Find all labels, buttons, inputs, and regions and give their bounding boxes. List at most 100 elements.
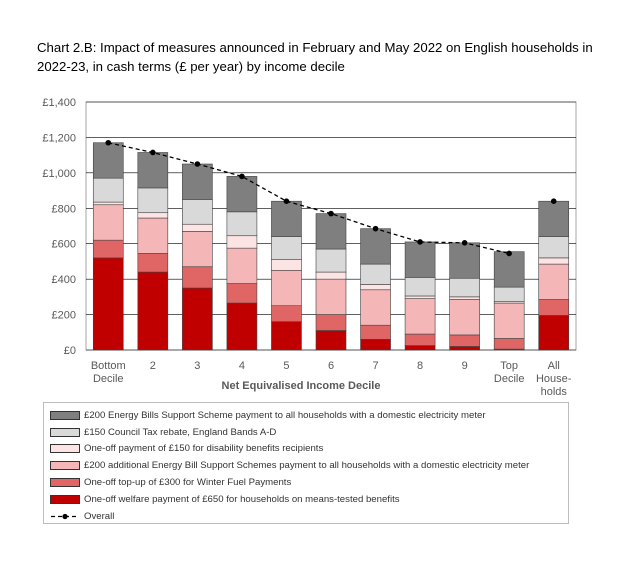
bar-segment: [360, 339, 391, 351]
legend-label: One-off welfare payment of £650 for hous…: [84, 493, 400, 505]
bar-segment: [449, 299, 480, 336]
x-tick-label: 4: [239, 360, 245, 372]
legend-swatch: [50, 444, 80, 454]
x-tick-label: 3: [194, 360, 200, 372]
bar-segment: [360, 263, 391, 285]
overall-point: [283, 198, 290, 204]
bar-segment: [449, 346, 480, 351]
bar-segment: [404, 333, 436, 346]
bar-segment: [226, 211, 258, 237]
legend-swatch: [50, 478, 80, 488]
legend-label: One-off payment of £150 for disability b…: [84, 443, 324, 455]
overall-point: [150, 149, 156, 156]
x-tick-label: holds: [541, 386, 568, 398]
x-tick-label: Decile: [494, 373, 525, 385]
bar-segment: [182, 223, 213, 232]
overall-point: [506, 250, 512, 257]
overall-point: [105, 139, 112, 146]
bar-segment: [404, 345, 436, 351]
y-tick-label: £200: [52, 310, 76, 322]
bar-segment: [92, 142, 124, 179]
bar-segment: [137, 212, 169, 219]
stacked-bar-chart: £0 £200 £400 £600 £800 £1,000 £1,200 £1,400 Bott…: [42, 97, 577, 398]
legend-label: £150 Council Tax rebate, England Bands A…: [84, 426, 277, 438]
bar-segment: [404, 277, 436, 297]
bar-segment: [493, 338, 525, 350]
overall-point: [328, 210, 334, 217]
bar-segment: [315, 330, 347, 351]
x-tick-label: House-: [536, 373, 572, 385]
bar-segment: [182, 163, 213, 200]
bar-segment: [315, 213, 347, 250]
bar-segment: [271, 321, 302, 351]
bar-segment: [92, 257, 124, 351]
overall-point: [194, 161, 201, 167]
bar-segment: [137, 187, 169, 214]
bar-segment: [404, 295, 436, 299]
x-tick-label: 9: [462, 360, 468, 372]
bar-segment: [449, 242, 480, 279]
overall-point: [417, 239, 423, 245]
legend-item: £150 Council Tax rebate, England Bands A…: [50, 424, 568, 441]
bar-segment: [92, 201, 124, 206]
bar-segment: [449, 277, 480, 298]
bar-segment: [538, 257, 570, 265]
bar-segment: [226, 247, 258, 284]
bar-segment: [538, 315, 570, 351]
legend-label: £200 Energy Bills Support Scheme payment…: [84, 409, 486, 421]
bar-segment: [137, 152, 169, 189]
x-tick-label: 7: [372, 360, 378, 372]
bar-segment: [182, 287, 213, 351]
legend-item: £200 Energy Bills Support Scheme payment…: [50, 407, 568, 424]
x-tick-label: 2: [150, 360, 156, 372]
x-tick-label: Top: [500, 360, 518, 372]
bar-segment: [182, 266, 213, 289]
bar-segment: [538, 263, 570, 300]
bar-segment: [92, 239, 124, 259]
legend-line-swatch: [50, 512, 80, 521]
bar-segment: [271, 200, 302, 237]
bar-segment: [92, 204, 124, 241]
bar-segment: [449, 334, 480, 347]
y-tick-label: £0: [64, 345, 76, 357]
legend-item: Overall: [50, 508, 568, 525]
legend-item: One-off welfare payment of £650 for hous…: [50, 491, 568, 508]
bar-segment: [271, 305, 302, 322]
bar-segment: [92, 177, 124, 203]
y-tick-label: £800: [52, 203, 76, 215]
legend-item: £200 additional Energy Bill Support Sche…: [50, 457, 568, 474]
legend-item: One-off payment of £150 for disability b…: [50, 441, 568, 458]
legend-label: £200 additional Energy Bill Support Sche…: [84, 460, 530, 472]
y-tick-label: £1,000: [42, 168, 76, 180]
bar-segment: [226, 283, 258, 304]
bar-segment: [538, 200, 570, 237]
bar-segment: [404, 241, 436, 278]
bar-segment: [271, 236, 302, 260]
x-tick-label: All: [548, 360, 560, 372]
bar-segment: [226, 235, 258, 249]
overall-point: [461, 240, 468, 246]
bar-segment: [271, 259, 302, 271]
bar-segment: [493, 286, 525, 302]
bar-segment: [360, 324, 391, 340]
bar-segment: [137, 271, 169, 351]
bar-segment: [315, 248, 347, 273]
bar-segment: [137, 217, 169, 254]
bar-segment: [449, 296, 480, 300]
y-tick-label: £600: [52, 239, 76, 251]
overall-point: [550, 198, 557, 204]
legend-swatch: [50, 494, 80, 504]
bar-segment: [493, 302, 525, 339]
legend-swatch: [50, 410, 80, 420]
bar-segment: [538, 236, 570, 259]
bar-segment: [182, 231, 213, 268]
legend-swatch: [50, 461, 80, 471]
y-tick-label: £1,400: [42, 97, 76, 109]
x-tick-label: 6: [328, 360, 334, 372]
bar-segment: [226, 302, 258, 351]
bar-segment: [360, 284, 391, 291]
y-tick-label: £400: [52, 274, 76, 286]
bar-segment: [360, 228, 391, 265]
x-tick-label: 5: [283, 360, 289, 372]
overall-point: [239, 173, 245, 180]
